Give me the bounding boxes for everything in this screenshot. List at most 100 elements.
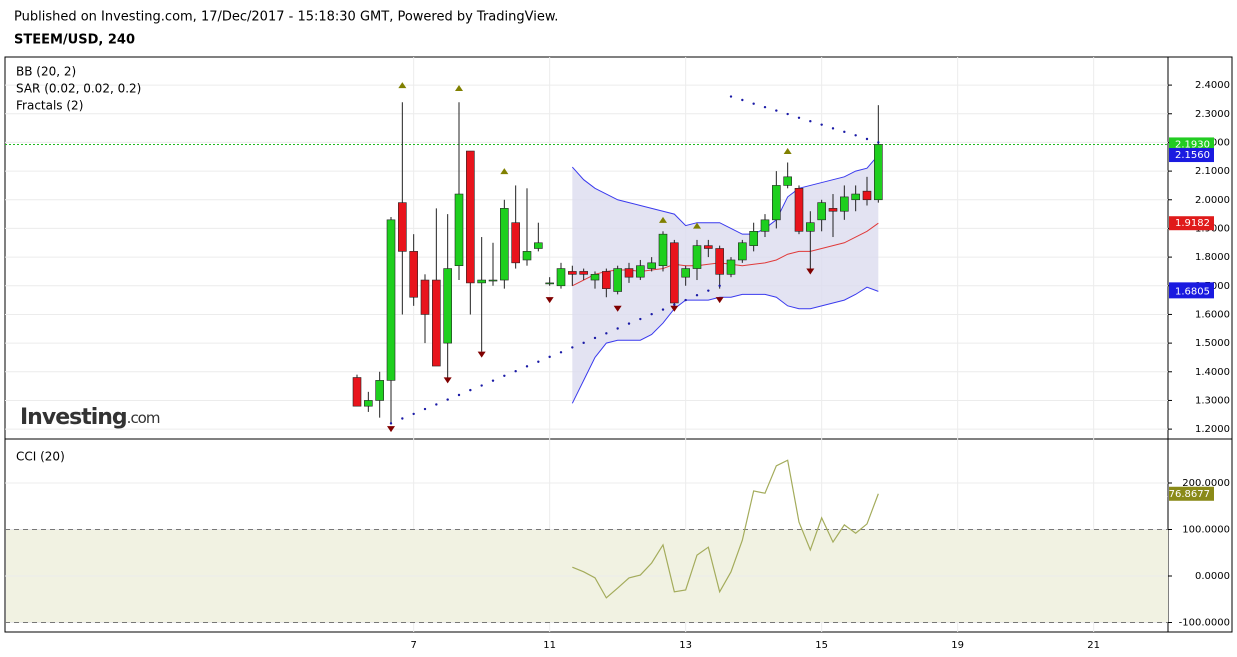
sar-dot xyxy=(514,370,517,373)
y-tick-label: -100.0000 xyxy=(1179,618,1230,629)
sar-dot xyxy=(412,412,415,416)
candle-body xyxy=(874,144,883,201)
price-marker-label: 1.9182 xyxy=(1175,218,1210,229)
price-marker-label: 2.1930 xyxy=(1175,139,1210,150)
price-marker xyxy=(1169,148,1214,163)
y-tick-label: 2.0000 xyxy=(1195,195,1230,206)
symbol: STEEM/USD, 240 xyxy=(14,33,135,48)
candle-body xyxy=(364,400,373,407)
candle-body xyxy=(715,248,724,275)
price-marker xyxy=(1169,137,1214,152)
sar-dot xyxy=(809,120,812,123)
candle-body xyxy=(658,233,668,267)
sar-dot xyxy=(593,336,597,340)
candle-body xyxy=(749,231,758,246)
fractal-down xyxy=(670,305,679,312)
y-tick-label: 2.4000 xyxy=(1195,80,1230,91)
candle-body xyxy=(681,268,690,278)
fractal-down xyxy=(806,268,815,275)
sar-dot xyxy=(423,407,427,411)
bb-lower xyxy=(571,286,879,404)
candle-body xyxy=(466,150,475,284)
candle-body xyxy=(579,271,588,275)
candle-body xyxy=(556,268,566,287)
published-line: Published on Investing.com, 17/Dec/2017 … xyxy=(14,10,558,25)
fractal-up xyxy=(783,148,792,155)
sar-dot xyxy=(480,384,483,387)
watermark-brand: Investing xyxy=(20,405,127,430)
candle-body xyxy=(522,251,532,261)
sar-dot xyxy=(707,289,710,292)
candle-body xyxy=(590,274,600,281)
y-tick-label: 2.1000 xyxy=(1195,166,1230,177)
fractal-up xyxy=(398,82,407,89)
candle-body xyxy=(828,208,838,212)
fractal-down xyxy=(387,426,396,433)
candle-body xyxy=(840,196,849,212)
sar-dot xyxy=(457,393,461,397)
candle-body xyxy=(488,279,498,282)
sar-dot xyxy=(616,327,619,330)
candle-body xyxy=(420,279,430,315)
fractal-down xyxy=(613,305,622,312)
y-tick-label: 1.4000 xyxy=(1195,367,1230,378)
y-tick-label: 1.2000 xyxy=(1195,424,1230,435)
sar-dot xyxy=(446,398,449,401)
sar-dot xyxy=(559,351,563,354)
price-marker xyxy=(1169,486,1214,501)
sar-dot xyxy=(786,112,789,116)
fractal-up xyxy=(500,168,509,175)
candle-body xyxy=(511,222,520,264)
sar-dot xyxy=(741,98,744,102)
sar-dot xyxy=(763,105,767,109)
sar-dot xyxy=(718,284,721,287)
x-tick-label: 7 xyxy=(410,640,416,651)
sar-dot xyxy=(605,332,608,335)
sar-dot xyxy=(695,294,699,297)
candle-body xyxy=(670,242,679,304)
sar-dot xyxy=(877,141,880,144)
sar-dot xyxy=(503,374,506,377)
candle-body xyxy=(760,219,770,232)
candle-body xyxy=(545,282,554,285)
y-tick-label: 0.0000 xyxy=(1195,571,1230,582)
y-tick-label: 1.3000 xyxy=(1195,395,1230,406)
sar-dot xyxy=(548,355,551,359)
candle-body xyxy=(454,193,464,267)
sar-dot xyxy=(571,346,574,349)
fractal-down xyxy=(443,377,452,384)
y-tick-label: 1.6000 xyxy=(1195,309,1230,320)
candle-body xyxy=(738,242,747,261)
candle-body xyxy=(647,262,656,269)
sar-dot xyxy=(435,403,438,406)
y-tick-label: 100.0000 xyxy=(1182,525,1230,536)
candle-body xyxy=(806,222,815,232)
cci-title: CCI (20) xyxy=(16,450,65,464)
sar-dot xyxy=(582,341,585,345)
price-marker-label: 2.1560 xyxy=(1175,150,1210,161)
sar-dot xyxy=(401,417,404,420)
legend-fractals: Fractals (2) xyxy=(16,99,83,113)
y-tick-label: 1.5000 xyxy=(1195,338,1230,349)
sar-dot xyxy=(491,379,495,382)
sar-dot xyxy=(537,360,540,363)
candle-body xyxy=(534,242,543,249)
x-tick-label: 21 xyxy=(1087,640,1100,651)
x-tick-label: 19 xyxy=(951,640,964,651)
candle-body xyxy=(726,259,736,275)
sar-dot xyxy=(831,127,835,130)
bb-middle xyxy=(572,222,879,287)
price-marker xyxy=(1169,284,1214,299)
x-tick-label: 11 xyxy=(543,640,556,651)
sar-dot xyxy=(525,365,529,368)
watermark: Investing.com xyxy=(20,405,160,430)
candle-body xyxy=(772,185,781,221)
candle-body xyxy=(352,377,362,407)
price-marker-label: 176.8677 xyxy=(1162,489,1210,500)
fractal-up xyxy=(692,222,701,229)
candle-body xyxy=(477,279,486,284)
candle-body xyxy=(794,188,804,232)
candle-body xyxy=(602,271,611,289)
sar-dot xyxy=(820,123,823,126)
